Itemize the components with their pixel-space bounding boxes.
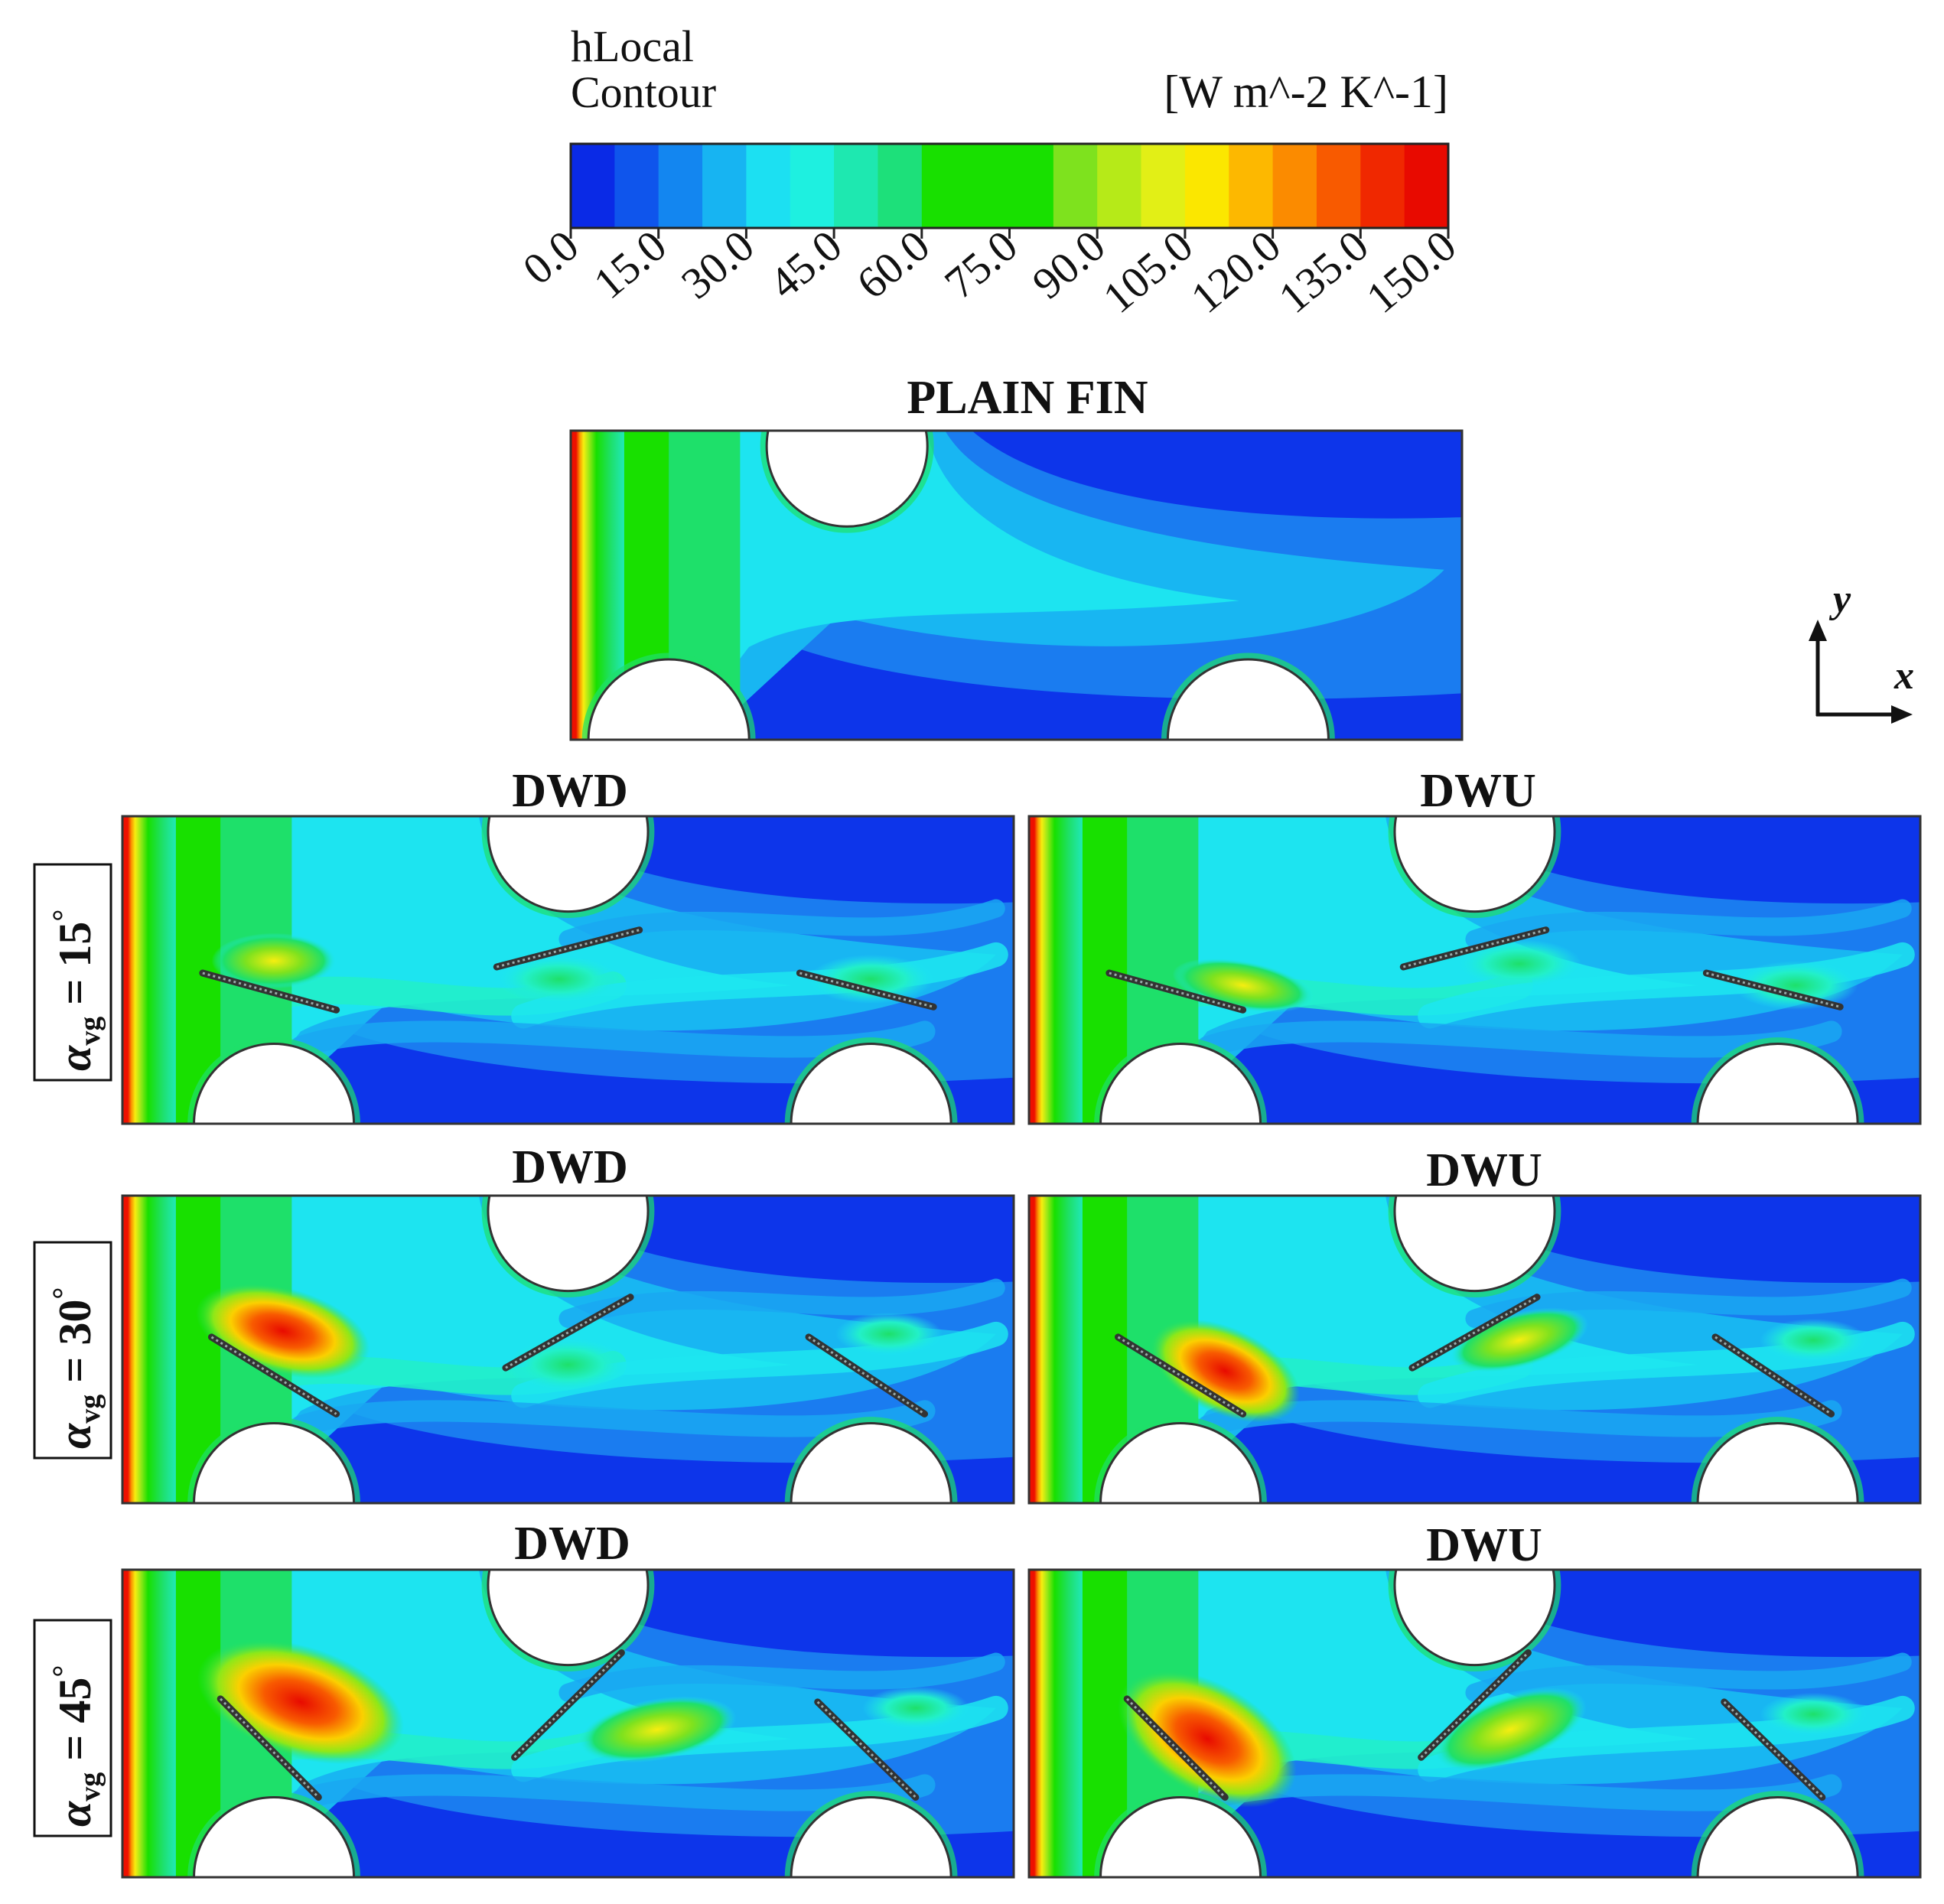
tube [1393,816,1556,913]
axes-indicator: y x [1809,578,1914,724]
row2-alpha-value: 30 [50,1300,100,1346]
panel-frame [121,1568,1015,1879]
row3-label: αvg = 45° [33,1619,112,1837]
colorbar: hLocal Contour [W m^-2 K^-1] 0.015.030.0… [513,21,1465,323]
row3-alpha-sub: vg [74,1772,106,1801]
tube [587,658,751,740]
colorbar-swatch [1404,144,1449,228]
colorbar-title-line1: hLocal [571,21,694,71]
tube [487,816,650,913]
row2-dwu-contour [1027,1194,1922,1505]
colorbar-swatch [1360,144,1405,228]
vg-panels [121,815,1922,1879]
row3-dwu-title: DWU [1426,1519,1542,1571]
colorbar-swatch [658,144,704,228]
tube [487,1196,650,1293]
axis-x-label: x [1894,654,1914,698]
colorbar-swatch [746,144,791,228]
row1-alpha-eq: = [50,968,100,1017]
colorbar-tick-label: 15.0 [585,220,676,308]
colorbar-tick-label: 45.0 [760,220,852,308]
colorbar-ticks: 0.015.030.045.060.075.090.0105.0120.0135… [513,220,1465,323]
colorbar-swatch [1316,144,1362,228]
colorbar-swatch [834,144,879,228]
row1-dwu-title: DWU [1420,765,1536,817]
row3-alpha-symbol: α [50,1801,100,1827]
row1-alpha-sub: vg [74,1017,106,1046]
colorbar-swatch [1184,144,1230,228]
row3-dwd-title: DWD [514,1518,630,1570]
colorbar-swatch [965,144,1011,228]
row3-dwd-contour [121,1568,1015,1879]
row2-label: αvg = 30° [33,1241,112,1460]
row3-alpha-eq: = [50,1723,100,1772]
tube [487,1570,650,1667]
svg-text:αvg = 15°: αvg = 15° [46,910,106,1071]
row3-dwu-contour [1027,1568,1922,1879]
tube [1393,1570,1556,1667]
row2-dwd-contour [121,1194,1015,1505]
plain-fin-title: PLAIN FIN [907,372,1148,424]
row2-alpha-eq: = [50,1346,100,1395]
row3-alpha-value: 45 [50,1678,100,1723]
row1-label: αvg = 15° [33,863,112,1082]
colorbar-swatch [1229,144,1274,228]
row1-dwu-contour [1027,815,1922,1125]
colorbar-tick-label: 90.0 [1023,220,1115,308]
tube [765,431,929,528]
colorbar-swatch [878,144,923,228]
colorbar-swatch [614,144,659,228]
colorbar-tick-label: 0.0 [513,220,588,294]
row1-alpha-value: 15 [50,922,100,968]
row1-alpha-symbol: α [50,1045,100,1071]
row2-dwu-title: DWU [1426,1144,1542,1196]
colorbar-swatch [1272,144,1317,228]
panel-frame [121,815,1015,1125]
panel-frame [1027,815,1922,1125]
plain-fin-contour [569,429,1464,741]
row2-alpha-symbol: α [50,1423,100,1449]
plain-fin-panel [569,429,1464,741]
colorbar-title-line2: Contour [571,67,716,117]
colorbar-swatch [790,144,835,228]
vortex-generator [208,1333,340,1417]
colorbar-swatches [571,144,1449,228]
panel-frame [1027,1568,1922,1879]
row2-dwd-title: DWD [512,1141,628,1193]
panel-frame [121,1194,1015,1505]
colorbar-tick-label: 30.0 [672,220,764,308]
colorbar-swatch [1097,144,1142,228]
row3-alpha-deg: ° [46,1665,80,1678]
tube [1166,658,1330,740]
colorbar-swatch [1009,144,1054,228]
vortex-generator [493,926,643,971]
axis-y-label: y [1828,578,1851,621]
row2-alpha-deg: ° [46,1287,80,1300]
colorbar-swatch [571,144,616,228]
colorbar-swatch [1141,144,1186,228]
svg-text:αvg = 45°: αvg = 45° [46,1665,106,1827]
tube [1393,1196,1556,1293]
colorbar-tick-label: 60.0 [848,220,939,308]
colorbar-swatch [702,144,747,228]
vortex-generator [1399,926,1550,971]
colorbar-swatch [921,144,967,228]
vortex-generator [1115,1333,1247,1417]
colorbar-tick-label: 75.0 [935,220,1027,308]
panel-frame [1027,1194,1922,1505]
row1-dwd-contour [121,815,1015,1125]
row1-dwd-title: DWD [512,765,628,817]
svg-text:αvg = 30°: αvg = 30° [46,1287,106,1449]
panel-frame [569,429,1464,741]
row2-alpha-sub: vg [74,1395,106,1424]
colorbar-unit: [W m^-2 K^-1] [1164,67,1448,117]
colorbar-swatch [1053,144,1099,228]
row1-alpha-deg: ° [46,910,80,922]
